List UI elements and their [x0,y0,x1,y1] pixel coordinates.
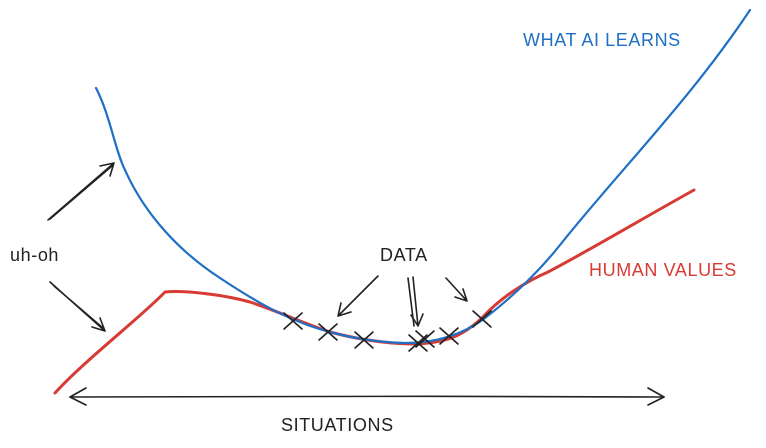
data-point-cross [439,327,459,345]
uh-oh-label: uh-oh [10,245,59,265]
human-values-curve [53,188,696,395]
uh-oh-arrows [47,162,115,332]
axis-line [69,395,665,398]
data-arrow-left [337,275,379,317]
data-arrow-down-2 [407,277,415,327]
data-label: DATA [380,245,428,265]
situations-axis-arrow [69,387,665,406]
uh-oh-arrow-down [49,281,106,332]
what-ai-learns-label: WHAT AI LEARNS [523,30,681,50]
data-point-cross [472,310,492,328]
data-arrow-right [445,277,468,302]
data-arrows [337,275,468,327]
data-point-cross [354,331,374,349]
data-points [283,310,492,352]
axis-arrowhead-left [69,387,87,406]
data-point-cross [283,312,303,330]
axis-arrowhead-right [647,387,665,406]
uh-oh-arrow-up [47,162,115,221]
situations-label: SITUATIONS [281,415,394,435]
human-values-label: HUMAN VALUES [589,260,737,280]
data-point-cross [415,330,435,348]
what-ai-learns-curve [94,8,752,345]
data-point-cross [318,323,338,341]
